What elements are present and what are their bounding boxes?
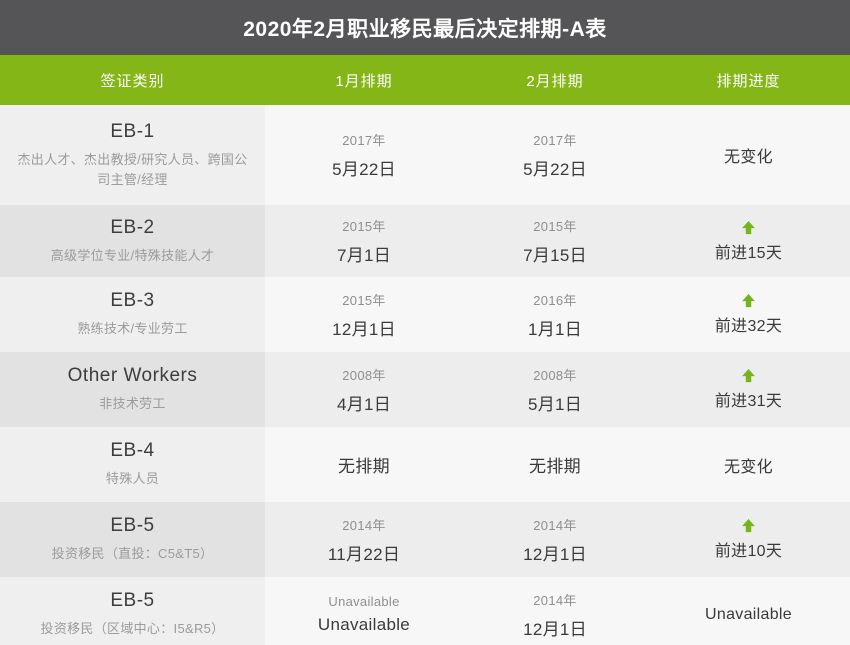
table-row: EB-1 杰出人才、杰出教授/研究人员、跨国公司主管/经理 2017年 5月22… bbox=[0, 105, 850, 205]
jan-cutoff-date: 4月1日 bbox=[336, 394, 392, 414]
feb-cutoff-cell: 2017年 5月22日 bbox=[463, 105, 647, 205]
arrow-up-icon bbox=[741, 293, 756, 308]
progress-text: 前进32天 bbox=[714, 318, 783, 335]
table-row: EB-2 高级学位专业/特殊技能人才 2015年 7月1日 2015年 7月15… bbox=[0, 205, 850, 277]
visa-category-subtitle: 投资移民（直投：C5&T5） bbox=[51, 546, 214, 562]
progress-cell: 前进15天 bbox=[647, 205, 850, 277]
visa-category-subtitle: 熟练技术/专业劳工 bbox=[77, 321, 188, 337]
progress-text: Unavailable bbox=[705, 605, 792, 623]
visa-category-subtitle: 杰出人才、杰出教授/研究人员、跨国公司主管/经理 bbox=[17, 152, 248, 187]
arrow-up-icon bbox=[741, 368, 756, 383]
feb-cutoff-cell: 2008年 5月1日 bbox=[463, 352, 647, 427]
progress-text: 前进31天 bbox=[714, 393, 783, 410]
visa-category-cell: EB-5 投资移民（直投：C5&T5） bbox=[0, 502, 265, 577]
jan-cutoff-date: 7月1日 bbox=[336, 246, 392, 265]
feb-cutoff-year: 2014年 bbox=[533, 517, 577, 533]
jan-cutoff-cell: 2017年 5月22日 bbox=[265, 105, 463, 205]
visa-category-name: EB-3 bbox=[110, 290, 155, 312]
visa-category-subtitle: 特殊人员 bbox=[105, 471, 160, 487]
column-header-feb-cutoff: 2月排期 bbox=[526, 72, 584, 90]
feb-cutoff-date: 12月1日 bbox=[523, 619, 587, 639]
jan-cutoff-date: Unavailable bbox=[317, 615, 411, 634]
jan-cutoff-year: 2017年 bbox=[342, 133, 386, 148]
jan-cutoff-cell: 2008年 4月1日 bbox=[265, 352, 463, 427]
jan-cutoff-year: 2015年 bbox=[342, 219, 386, 234]
jan-cutoff-year: Unavailable bbox=[328, 594, 400, 609]
visa-category-subtitle: 非技术劳工 bbox=[99, 396, 166, 412]
progress-text: 无变化 bbox=[724, 458, 773, 476]
jan-cutoff-date: 5月22日 bbox=[332, 160, 396, 179]
progress-cell: 前进31天 bbox=[647, 352, 850, 427]
feb-cutoff-date: 12月1日 bbox=[523, 544, 587, 564]
visa-category-name: EB-4 bbox=[110, 440, 155, 462]
feb-cutoff-cell: 2016年 1月1日 bbox=[463, 277, 647, 352]
arrow-up-icon bbox=[741, 518, 756, 533]
visa-category-name: EB-5 bbox=[110, 590, 155, 612]
jan-cutoff-cell: 2015年 7月1日 bbox=[265, 205, 463, 277]
progress-text: 无变化 bbox=[724, 149, 773, 166]
jan-cutoff-cell: 2014年 11月22日 bbox=[265, 502, 463, 577]
visa-category-cell: EB-3 熟练技术/专业劳工 bbox=[0, 277, 265, 352]
feb-cutoff-cell: 2014年 12月1日 bbox=[463, 577, 647, 645]
jan-cutoff-year: 2008年 bbox=[342, 367, 386, 383]
jan-cutoff-cell: 无排期 bbox=[265, 427, 463, 502]
visa-category-name: EB-1 bbox=[110, 121, 155, 142]
feb-cutoff-date: 1月1日 bbox=[527, 319, 583, 339]
progress-text: 前进10天 bbox=[714, 543, 783, 560]
visa-category-cell: EB-4 特殊人员 bbox=[0, 427, 265, 502]
page-title: 2020年2月职业移民最后决定排期-A表 bbox=[243, 17, 607, 41]
jan-cutoff-date: 12月1日 bbox=[332, 319, 396, 339]
feb-cutoff-cell: 2014年 12月1日 bbox=[463, 502, 647, 577]
visa-category-cell: EB-5 投资移民（区域中心：I5&R5） bbox=[0, 577, 265, 645]
feb-cutoff-date: 7月15日 bbox=[523, 246, 587, 265]
title-bar: 2020年2月职业移民最后决定排期-A表 bbox=[0, 0, 850, 55]
progress-cell: 前进10天 bbox=[647, 502, 850, 577]
progress-cell: 无变化 bbox=[647, 105, 850, 205]
visa-category-name: Other Workers bbox=[67, 365, 198, 387]
column-header-visa-category: 签证类别 bbox=[100, 72, 165, 90]
table-row: EB-3 熟练技术/专业劳工 2015年 12月1日 2016年 1月1日 前进… bbox=[0, 277, 850, 352]
visa-category-name: EB-5 bbox=[110, 515, 155, 537]
column-header-progress: 排期进度 bbox=[716, 72, 781, 90]
progress-text: 前进15天 bbox=[714, 244, 783, 262]
visa-category-subtitle: 投资移民（区域中心：I5&R5） bbox=[40, 621, 225, 637]
feb-cutoff-year: 2008年 bbox=[533, 367, 577, 383]
table-header-row: 签证类别 1月排期 2月排期 排期进度 bbox=[0, 55, 850, 105]
visa-category-cell: EB-1 杰出人才、杰出教授/研究人员、跨国公司主管/经理 bbox=[0, 105, 265, 205]
arrow-up-icon bbox=[741, 220, 756, 235]
table-row: EB-4 特殊人员 无排期 无排期 无变化 bbox=[0, 427, 850, 502]
table-row: Other Workers 非技术劳工 2008年 4月1日 2008年 5月1… bbox=[0, 352, 850, 427]
jan-cutoff-date: 无排期 bbox=[338, 457, 390, 476]
feb-cutoff-cell: 无排期 bbox=[463, 427, 647, 502]
feb-cutoff-year: 2017年 bbox=[533, 133, 577, 148]
progress-cell: 前进32天 bbox=[647, 277, 850, 352]
table-row: EB-5 投资移民（直投：C5&T5） 2014年 11月22日 2014年 1… bbox=[0, 502, 850, 577]
feb-cutoff-year: 2015年 bbox=[533, 219, 577, 234]
visa-category-name: EB-2 bbox=[110, 216, 155, 238]
feb-cutoff-date: 无排期 bbox=[529, 457, 581, 476]
feb-cutoff-date: 5月22日 bbox=[523, 160, 587, 179]
jan-cutoff-cell: Unavailable Unavailable bbox=[265, 577, 463, 645]
visa-category-cell: Other Workers 非技术劳工 bbox=[0, 352, 265, 427]
progress-cell: 无变化 bbox=[647, 427, 850, 502]
progress-cell: Unavailable bbox=[647, 577, 850, 645]
table-row: EB-5 投资移民（区域中心：I5&R5） Unavailable Unavai… bbox=[0, 577, 850, 645]
feb-cutoff-year: 2014年 bbox=[533, 592, 577, 608]
visa-category-subtitle: 高级学位专业/特殊技能人才 bbox=[50, 247, 215, 263]
jan-cutoff-year: 2015年 bbox=[342, 292, 386, 308]
jan-cutoff-year: 2014年 bbox=[342, 517, 386, 533]
feb-cutoff-date: 5月1日 bbox=[527, 394, 583, 414]
column-header-jan-cutoff: 1月排期 bbox=[335, 72, 393, 90]
visa-category-cell: EB-2 高级学位专业/特殊技能人才 bbox=[0, 205, 265, 277]
feb-cutoff-year: 2016年 bbox=[533, 292, 577, 308]
feb-cutoff-cell: 2015年 7月15日 bbox=[463, 205, 647, 277]
jan-cutoff-date: 11月22日 bbox=[327, 544, 401, 564]
jan-cutoff-cell: 2015年 12月1日 bbox=[265, 277, 463, 352]
